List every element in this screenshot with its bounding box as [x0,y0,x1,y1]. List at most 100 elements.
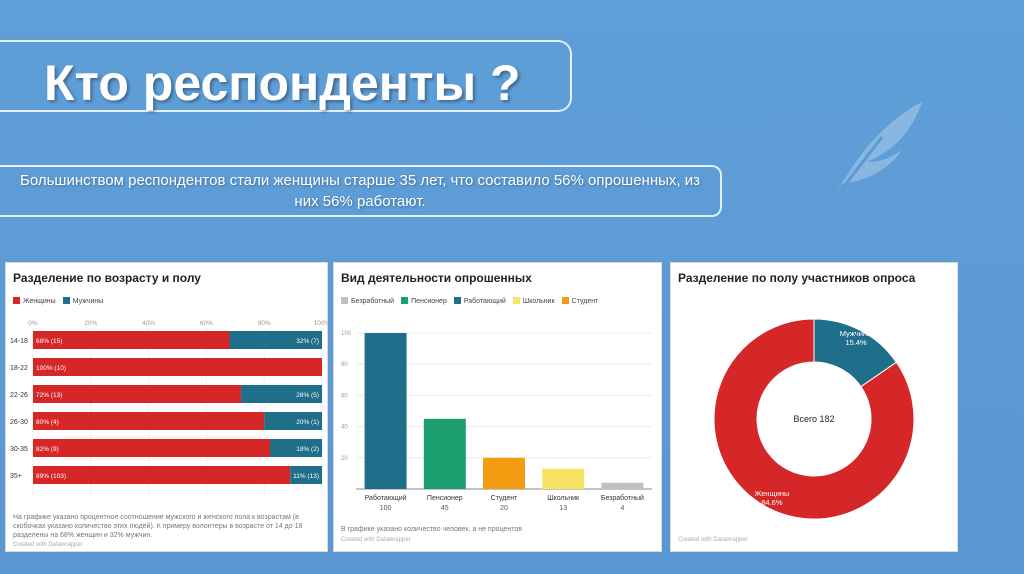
data-label: 72% (13) [36,392,62,399]
bar [483,457,525,489]
x-tick-label: 40% [142,320,155,327]
x-tick-label: 100% [314,320,327,327]
bar-segment [290,466,322,484]
data-label: 20 [500,505,508,512]
data-label: 80% (4) [36,419,59,426]
legend-label: Студент [571,298,599,305]
legend-swatch [512,297,520,304]
legend-swatch [561,297,569,304]
x-tick-label: Школьник [547,495,580,502]
data-label: 45 [441,505,449,512]
chart-note: На графике указано процентное соотношени… [13,514,303,539]
y-tick-label: 40 [341,425,348,431]
data-label: 11% (13) [293,473,319,480]
data-label: 100% (10) [36,365,66,372]
y-tick-label: 22-26 [10,392,28,399]
stacked-bar-chart: 0% 20% 40% 60% 80% 100% 14-18 68% (15) 32% (7) 18… [10,320,327,495]
bar [542,468,585,489]
bar-segment [33,385,242,403]
data-label: 32% (7) [296,338,319,345]
y-tick-label: 14-18 [10,338,28,345]
data-label: 68% (15) [36,338,62,345]
x-tick-label: 80% [258,320,271,327]
bar-segment [33,466,291,484]
chart-credit: Created with Datawrapper [678,537,748,543]
legend-item: Пенсионер [401,297,447,305]
data-label: 82% (9) [36,446,59,453]
bar-segment [33,439,270,457]
chart-panel-activity: Вид деятельности опрошенных Безработный П… [333,262,662,552]
legend-swatch [453,297,461,304]
chart-legend: Женщины Мужчины [13,297,103,305]
data-label: 28% (5) [296,392,319,399]
legend-item: Безработный [341,297,394,305]
slide-title: Кто респонденты ? [44,55,521,111]
x-tick-label: 60% [200,320,213,327]
x-tick-label: 0% [28,320,38,327]
legend-label: Безработный [351,298,395,305]
data-label: 18% (2) [296,446,319,453]
x-tick-label: Работающий [365,494,407,502]
legend-item: Работающий [453,297,506,305]
y-tick-label: 20 [341,456,348,462]
legend-item: Школьник [512,297,555,305]
chart-title: Разделение по возрасту и полу [13,271,201,285]
feather-icon [830,102,922,203]
bar [364,333,407,489]
subtitle-frame [0,165,722,217]
y-tick-label: 80 [341,362,348,368]
legend-label: Пенсионер [411,298,447,305]
chart-credit: Created with Datawrapper [341,537,411,543]
data-label: 20% (1) [296,419,319,426]
legend-label: Женщины [23,298,56,305]
slide-subtitle: Большинством респондентов стали женщины … [20,172,700,210]
y-tick-label: 30-35 [10,446,28,453]
slice-label: Мужчины [840,329,873,338]
y-tick-label: 35+ [10,473,22,480]
bar-segment [33,331,230,349]
legend-label: Мужчины [72,298,104,305]
chart-title: Вид деятельности опрошенных [341,271,532,285]
slice-label: Женщины [754,489,789,498]
legend-label: Работающий [463,298,506,305]
y-tick-label: 26-30 [10,419,28,426]
chart-note: В графике указано количество человек, а … [341,526,522,533]
y-tick-label: 100 [341,331,352,337]
x-tick-label: Безработный [601,494,644,502]
chart-panel-gender: Разделение по полу участников опроса Муж… [670,262,958,552]
data-label: 13 [559,505,567,512]
chart-legend: Безработный Пенсионер Работающий Школьник Ст… [341,297,598,305]
data-label: 4 [620,505,624,512]
chart-title: Разделение по полу участников опроса [678,271,916,285]
legend-item: Мужчины [62,297,104,305]
legend-item: Студент [561,297,599,305]
legend-swatch [401,297,409,304]
donut-slice [713,318,915,520]
legend-swatch [341,297,348,304]
bar [423,418,466,489]
chart-credit: Created with Datawrapper [13,542,83,548]
slice-value: 15.4% [845,338,867,347]
slice-value: 84.6% [761,498,783,507]
bar-chart: 20 40 60 80 100 Работающий 100 Пенсионер 45 Студе… [341,331,652,512]
x-tick-label: Студент [491,495,518,502]
bar-segment [264,412,322,430]
bar [601,482,644,489]
bar-segment [33,358,322,376]
y-tick-label: 18-22 [10,365,28,372]
data-label: 100 [380,505,392,512]
x-tick-label: 20% [84,320,97,327]
bar-segment [269,439,322,457]
donut-center-label: Всего 182 [793,414,834,424]
legend-label: Школьник [522,298,555,305]
x-tick-label: Пенсионер [427,495,463,502]
title-frame [0,40,572,112]
y-tick-label: 60 [341,393,348,399]
bar-segment [229,331,322,349]
bar-segment [241,385,322,403]
legend-item: Женщины [13,297,56,305]
bar-segment [33,412,265,430]
chart-panel-age-gender: Разделение по возрасту и полу Женщины Му… [5,262,328,552]
data-label: 89% (103) [36,473,66,480]
